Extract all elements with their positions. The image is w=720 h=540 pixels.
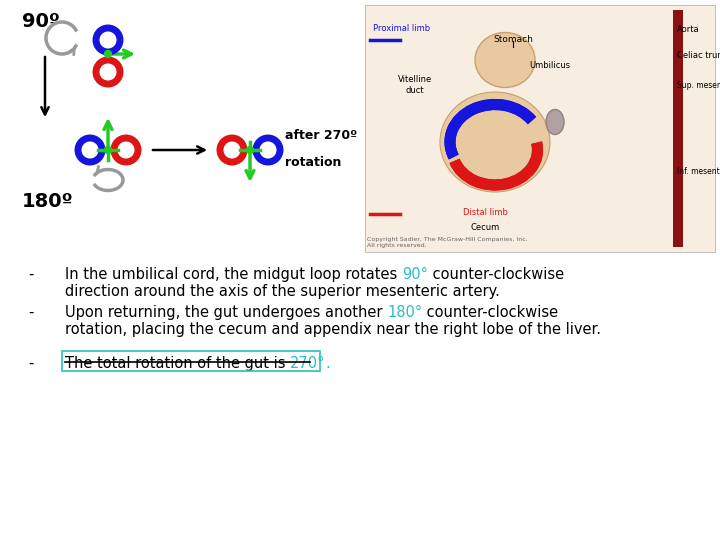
- Ellipse shape: [475, 32, 535, 87]
- Text: Copyright Sadler, The McGraw-Hill Companies, Inc.
All rights reserved.: Copyright Sadler, The McGraw-Hill Compan…: [367, 237, 528, 248]
- Circle shape: [246, 146, 253, 153]
- Text: direction around the axis of the superior mesenteric artery.: direction around the axis of the superio…: [65, 284, 500, 299]
- Circle shape: [104, 51, 112, 57]
- Text: Celiac trunk: Celiac trunk: [677, 51, 720, 59]
- Text: after 270º: after 270º: [285, 129, 357, 142]
- Text: rotation: rotation: [285, 156, 341, 169]
- Text: -: -: [28, 267, 33, 282]
- Text: Stomach: Stomach: [493, 35, 533, 44]
- Text: -: -: [28, 356, 33, 371]
- Text: 180º: 180º: [22, 192, 73, 211]
- Text: 90º: 90º: [22, 12, 60, 31]
- Text: 180°: 180°: [387, 305, 422, 320]
- Text: 90°: 90°: [402, 267, 428, 282]
- Ellipse shape: [440, 92, 550, 192]
- Text: Cecum: Cecum: [470, 223, 500, 232]
- Text: Inf. mesenteric a.: Inf. mesenteric a.: [677, 167, 720, 177]
- Text: 270°: 270°: [290, 356, 325, 371]
- Bar: [673, 10, 683, 247]
- Text: rotation, placing the cecum and appendix near the right lobe of the liver.: rotation, placing the cecum and appendix…: [65, 322, 601, 337]
- Text: Proximal limb: Proximal limb: [373, 24, 430, 33]
- Text: In the umbilical cord, the midgut loop rotates: In the umbilical cord, the midgut loop r…: [65, 267, 402, 282]
- Text: Upon returning, the gut undergoes another: Upon returning, the gut undergoes anothe…: [65, 305, 387, 320]
- Text: Sup. mesenteric a.: Sup. mesenteric a.: [677, 80, 720, 90]
- Text: .: .: [325, 356, 330, 371]
- Text: counter-clockwise: counter-clockwise: [422, 305, 559, 320]
- Text: counter-clockwise: counter-clockwise: [428, 267, 564, 282]
- Text: Distal limb: Distal limb: [462, 208, 508, 217]
- Text: The total rotation of the gut is: The total rotation of the gut is: [65, 356, 290, 371]
- Text: -: -: [28, 305, 33, 320]
- Bar: [365, 5, 715, 252]
- Text: Vitelline
duct: Vitelline duct: [398, 75, 432, 94]
- Ellipse shape: [546, 110, 564, 134]
- Circle shape: [104, 146, 112, 153]
- Text: Umbilicus: Umbilicus: [529, 61, 570, 70]
- Bar: [62, 351, 320, 371]
- Text: Aorta: Aorta: [677, 25, 700, 35]
